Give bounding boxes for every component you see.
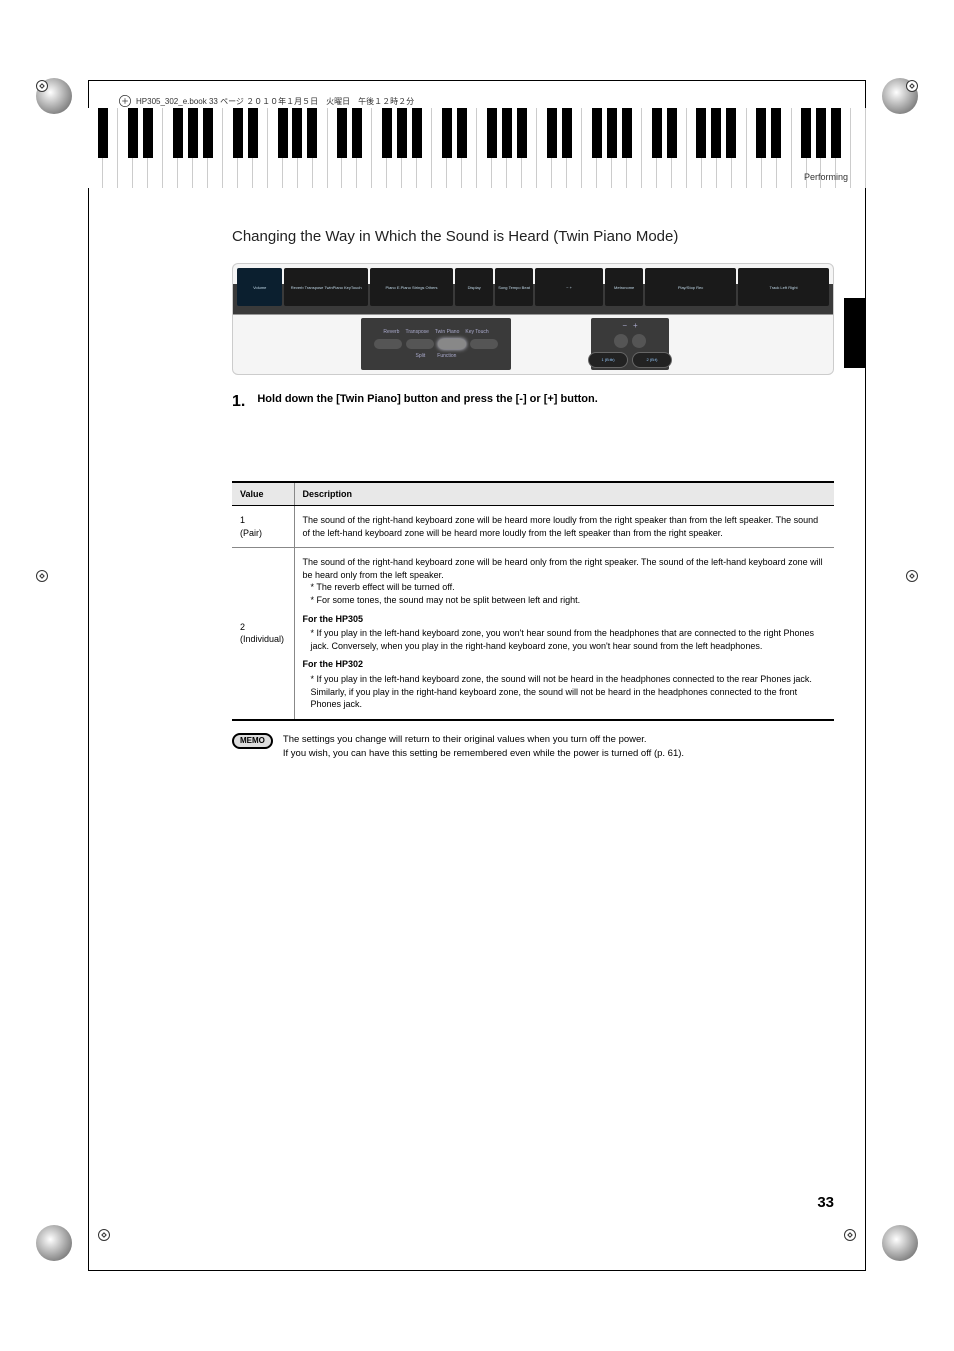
step-instruction: Hold down the [Twin Piano] button and pr… bbox=[257, 393, 597, 405]
zoom-val-2: 2 (B:t) bbox=[632, 352, 672, 368]
zoom-label-transpose: Transpose bbox=[405, 329, 428, 335]
zoom-button-twin-piano bbox=[438, 339, 466, 349]
desc-bullet: * The reverb effect will be turned off. bbox=[303, 581, 827, 594]
registration-mark bbox=[906, 570, 918, 582]
registration-mark bbox=[906, 80, 918, 92]
doc-header-text: HP305_302_e.book 33 ページ ２０１０年１月５日 火曜日 午後… bbox=[136, 96, 414, 107]
step-1: 1. Hold down the [Twin Piano] button and… bbox=[232, 393, 834, 411]
registration-mark bbox=[36, 570, 48, 582]
desc-sub-text: * If you play in the left-hand keyboard … bbox=[303, 673, 827, 711]
page-number: 33 bbox=[817, 1194, 834, 1211]
zoom-button bbox=[470, 339, 498, 349]
zoom-minus-label: − bbox=[622, 321, 627, 330]
panel-photo: Volume Reverb Transpose TwinPiano KeyTou… bbox=[232, 263, 834, 375]
piano-keys-banner bbox=[88, 108, 866, 188]
value-cell-sub: (Pair) bbox=[240, 528, 262, 538]
table-header-desc: Description bbox=[294, 482, 834, 506]
zoom-label-split: Split bbox=[416, 353, 426, 359]
panel-display: Display bbox=[455, 268, 493, 306]
corner-ornament bbox=[36, 1225, 72, 1261]
panel-rec: Play/Stop Rec bbox=[645, 268, 736, 306]
panel-tones: Piano E.Piano Strings Others bbox=[370, 268, 453, 306]
values-table: Value Description 1 (Pair) The sound of … bbox=[232, 481, 834, 721]
panel-volume: Volume bbox=[237, 268, 282, 306]
memo-block: MEMO The settings you change will return… bbox=[232, 733, 834, 762]
zoom-plus-button bbox=[632, 334, 646, 348]
zoom-label-twinpiano: Twin Piano bbox=[435, 329, 459, 335]
desc-cell: The sound of the right-hand keyboard zon… bbox=[294, 506, 834, 548]
step-number: 1. bbox=[232, 393, 245, 411]
zoom-button bbox=[406, 339, 434, 349]
value-cell-num: 2 bbox=[240, 622, 245, 632]
panel-metronome: Metronome bbox=[605, 268, 643, 306]
registration-mark bbox=[36, 80, 48, 92]
memo-badge: MEMO bbox=[232, 733, 273, 749]
panel-buttons: Reverb Transpose TwinPiano KeyTouch bbox=[284, 268, 367, 306]
desc-bullet: * For some tones, the sound may not be s… bbox=[303, 594, 827, 607]
side-tab bbox=[844, 298, 866, 368]
zoom-plus-minus: − + 1 (B:tb) 2 (B:t) bbox=[591, 318, 669, 370]
value-cell-sub: (Individual) bbox=[240, 634, 284, 644]
zoom-plus-label: + bbox=[633, 321, 638, 330]
zoom-label-reverb: Reverb bbox=[383, 329, 399, 335]
memo-line-1: The settings you change will return to t… bbox=[283, 733, 684, 747]
desc-sub-text: * If you play in the left-hand keyboard … bbox=[303, 627, 827, 652]
zoom-val-1: 1 (B:tb) bbox=[588, 352, 628, 368]
zoom-twin-piano: Reverb Transpose Twin Piano Key Touch Sp… bbox=[361, 318, 511, 370]
desc-main: The sound of the right-hand keyboard zon… bbox=[303, 557, 823, 580]
section-title: Changing the Way in Which the Sound is H… bbox=[232, 228, 834, 245]
corner-ornament bbox=[882, 1225, 918, 1261]
panel-track: Track Left Right bbox=[738, 268, 829, 306]
desc-subhead-hp305: For the HP305 bbox=[303, 613, 827, 626]
memo-line-2: If you wish, you can have this setting b… bbox=[283, 747, 684, 761]
table-row: 1 (Pair) The sound of the right-hand key… bbox=[232, 506, 834, 548]
table-header-value: Value bbox=[232, 482, 294, 506]
value-cell-num: 1 bbox=[240, 515, 245, 525]
panel-song: Song Tempo Beat bbox=[495, 268, 533, 306]
section-label: Performing bbox=[804, 172, 848, 182]
desc-subhead-hp302: For the HP302 bbox=[303, 658, 827, 671]
doc-header: HP305_302_e.book 33 ページ ２０１０年１月５日 火曜日 午後… bbox=[118, 94, 414, 108]
table-row: 2 (Individual) The sound of the right-ha… bbox=[232, 548, 834, 720]
zoom-label-keytouch: Key Touch bbox=[465, 329, 488, 335]
zoom-minus-button bbox=[614, 334, 628, 348]
panel-plusminus: − + bbox=[535, 268, 603, 306]
zoom-button bbox=[374, 339, 402, 349]
zoom-label-function: Function bbox=[437, 353, 456, 359]
